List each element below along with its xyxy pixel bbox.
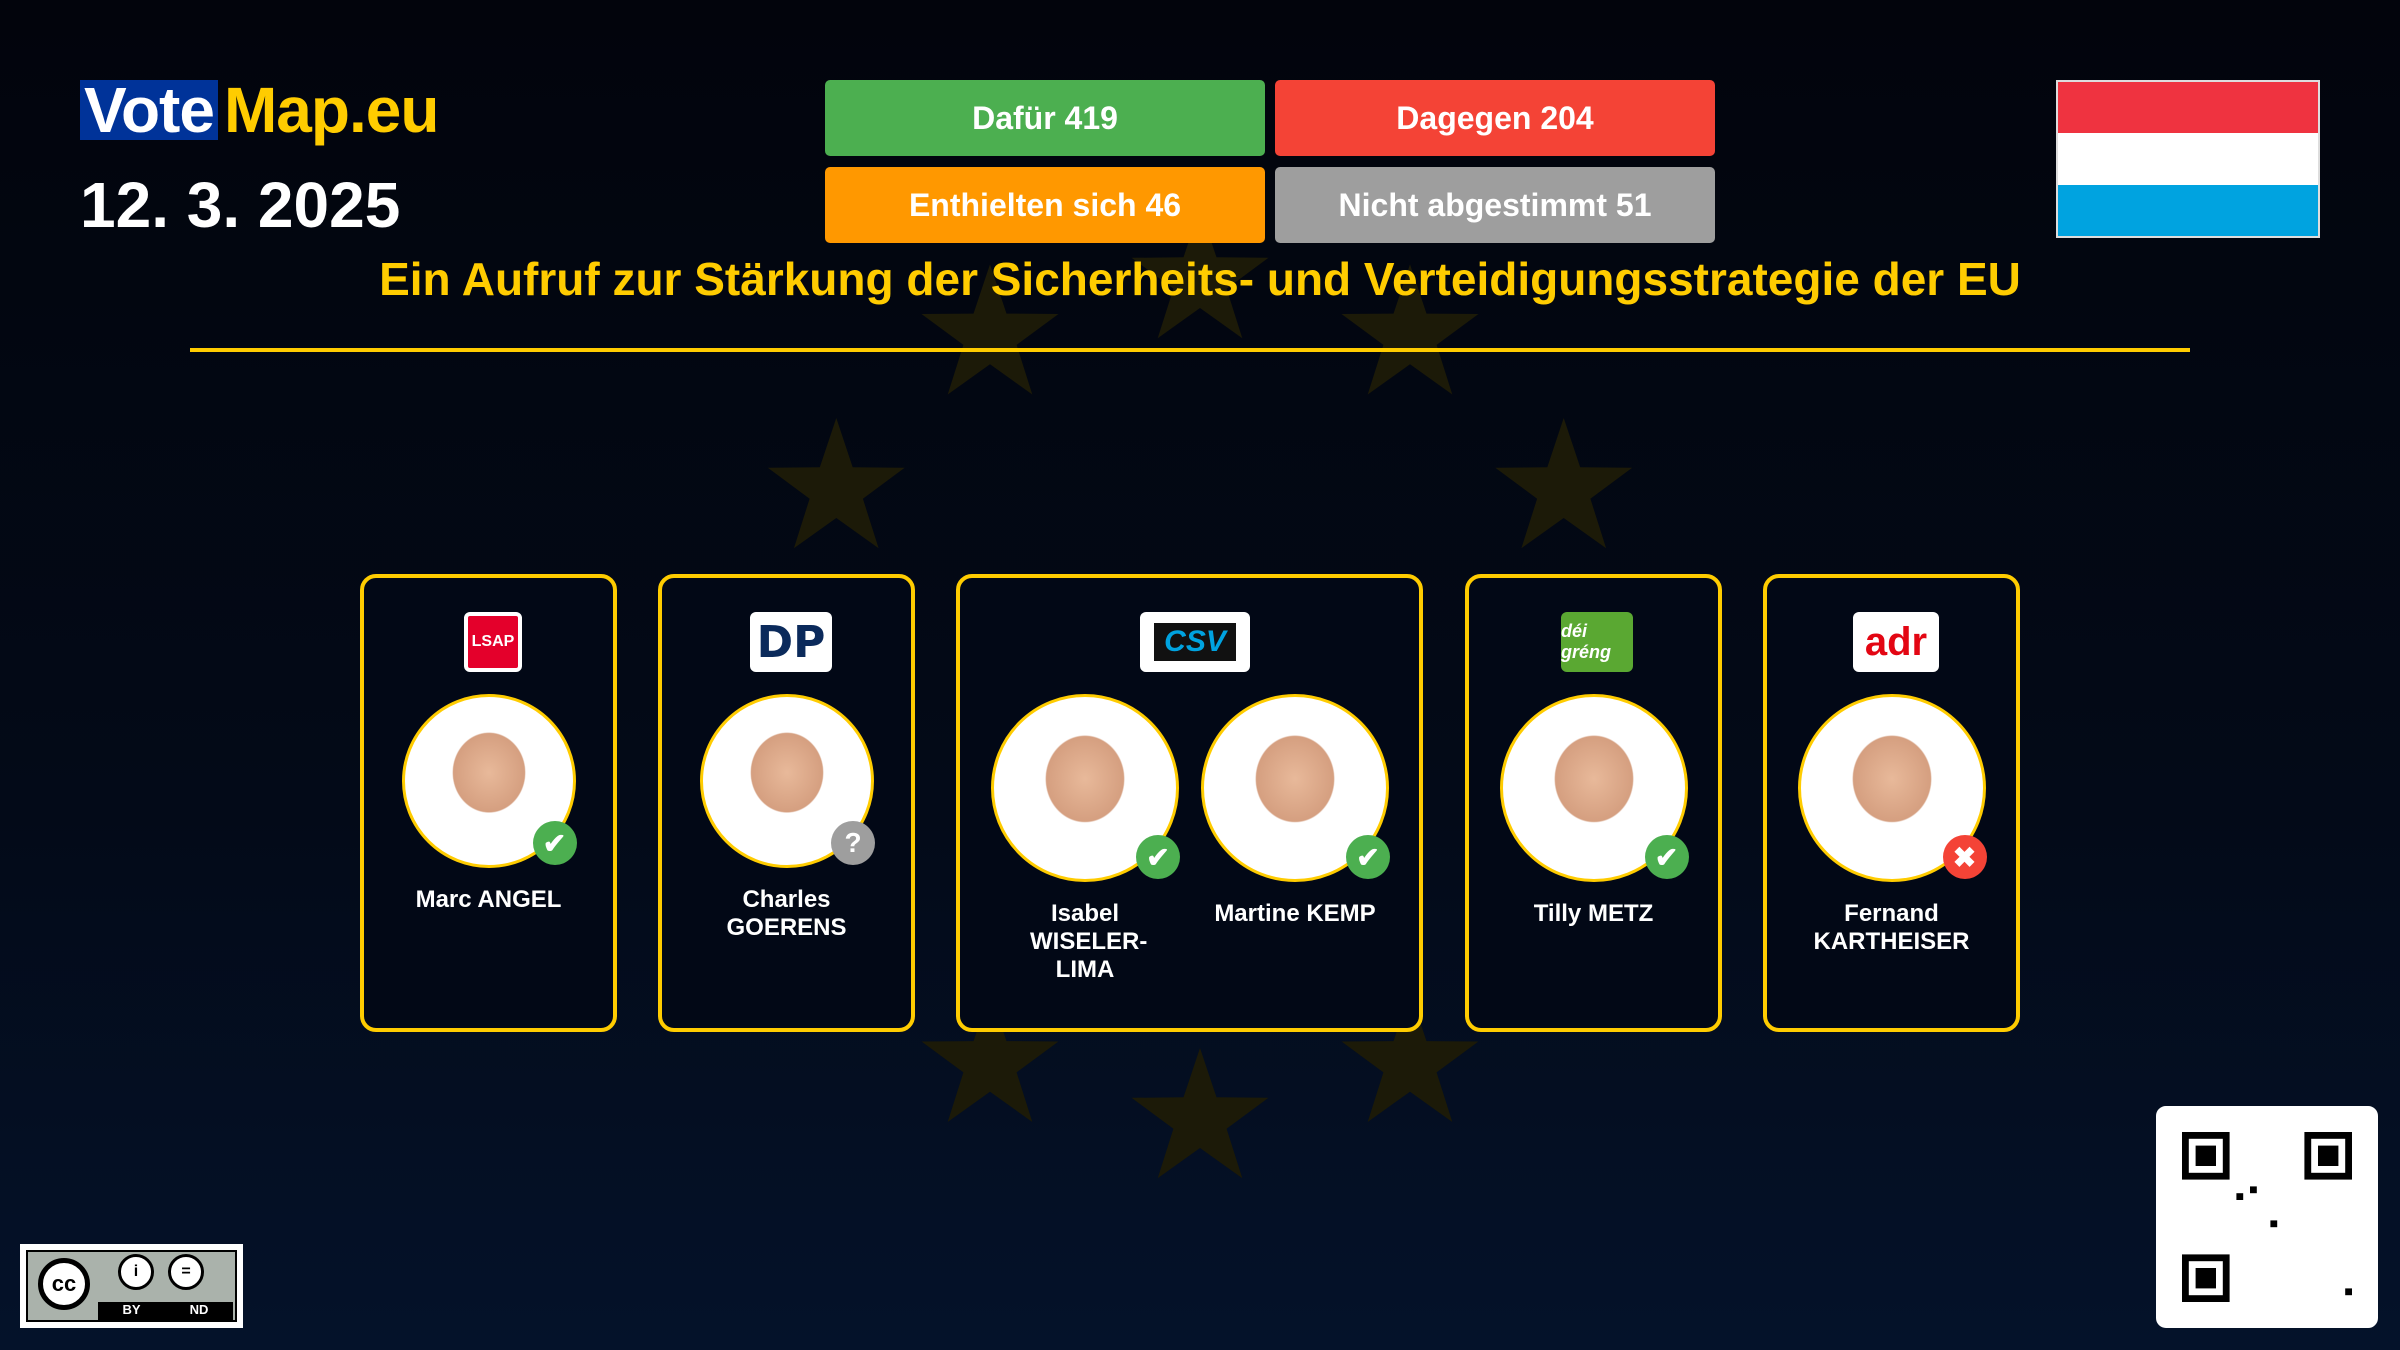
mep-photo: ✖ <box>1797 694 1987 882</box>
check-icon: ✔ <box>1346 835 1390 879</box>
cross-icon: ✖ <box>1942 835 1987 879</box>
votes-against-badge: Dagegen 204 <box>1275 80 1715 156</box>
party-logo-dp: DP <box>750 612 832 672</box>
license-terms: BY ND <box>98 1302 233 1320</box>
eu-star-icon <box>1131 1048 1269 1179</box>
mep: ✔ Tilly METZ <box>1499 694 1689 928</box>
attribution-icon: i <box>118 1254 154 1290</box>
party-card-adr: adr ✖ Fernand KARTHEISER <box>1763 574 2020 1032</box>
votes-absent-badge: Nicht abgestimmt 51 <box>1275 167 1715 243</box>
party-logo-csv: CSV <box>1140 612 1250 672</box>
title-divider <box>190 348 2190 352</box>
check-icon: ✔ <box>1644 835 1689 879</box>
votemap-logo: Vote Map.eu <box>80 74 439 146</box>
qr-code[interactable] <box>2156 1106 2378 1328</box>
eu-star-icon <box>921 264 1059 395</box>
mep-name: Fernand KARTHEISER <box>1813 900 1970 955</box>
mep-name: Isabel WISELER-LIMA <box>1030 900 1148 983</box>
party-logo-adr: adr <box>1853 612 1939 672</box>
eu-star-icon <box>1341 991 1479 1122</box>
mep-photo: ? <box>700 694 875 868</box>
license-by: BY <box>122 1302 141 1317</box>
question-icon: ? <box>831 821 875 865</box>
logo-map: Map.eu <box>223 74 439 146</box>
vote-date: 12. 3. 2025 <box>80 169 401 241</box>
eu-star-icon <box>1341 264 1479 395</box>
no-derivatives-icon: = <box>168 1254 204 1290</box>
party-logo-lsap: LSAP <box>464 612 522 672</box>
votes-abstain-badge: Enthielten sich 46 <box>825 167 1265 243</box>
luxembourg-flag <box>2056 80 2320 238</box>
eu-star-icon <box>1495 418 1633 549</box>
mep: ✔ Martine KEMP <box>1200 694 1390 928</box>
mep-photo: ✔ <box>1499 694 1689 882</box>
party-card-greng: déi gréng ✔ Tilly METZ <box>1465 574 1722 1032</box>
license-nd: ND <box>189 1302 209 1317</box>
cc-by-nd-license-badge[interactable]: cc i = BY ND <box>20 1244 243 1328</box>
party-card-lsap: LSAP ✔ Marc ANGEL <box>360 574 617 1032</box>
party-logo-greng: déi gréng <box>1561 612 1633 672</box>
qr-code-pattern <box>2182 1132 2352 1302</box>
mep: ? Charles GOERENS <box>700 694 875 942</box>
mep-name: Tilly METZ <box>1533 900 1654 927</box>
eu-star-icon <box>921 991 1059 1122</box>
csv-logo-text: CSV <box>1154 623 1236 661</box>
mep-photo: ✔ <box>991 694 1180 882</box>
eu-star-icon <box>1131 208 1269 339</box>
mep: ✔ Isabel WISELER-LIMA <box>990 694 1180 984</box>
mep-name: Martine KEMP <box>1214 900 1376 927</box>
party-card-dp: DP ? Charles GOERENS <box>658 574 915 1032</box>
eu-star-icon <box>767 418 905 549</box>
mep: ✔ Marc ANGEL <box>364 694 613 914</box>
votes-for-badge: Dafür 419 <box>825 80 1265 156</box>
mep-photo: ✔ <box>401 694 577 868</box>
cc-icon: cc <box>38 1258 90 1310</box>
logo-vote: Vote <box>80 78 218 142</box>
mep-name: Marc ANGEL <box>415 886 562 913</box>
vote-title: Ein Aufruf zur Stärkung der Sicherheits-… <box>379 253 2021 305</box>
check-icon: ✔ <box>1136 835 1180 879</box>
party-card-csv: CSV ✔ Isabel WISELER-LIMA ✔ Martine KEMP <box>956 574 1423 1032</box>
check-icon: ✔ <box>532 821 577 865</box>
mep-name: Charles GOERENS <box>726 886 847 941</box>
mep: ✖ Fernand KARTHEISER <box>1797 694 1987 956</box>
mep-photo: ✔ <box>1201 694 1390 882</box>
